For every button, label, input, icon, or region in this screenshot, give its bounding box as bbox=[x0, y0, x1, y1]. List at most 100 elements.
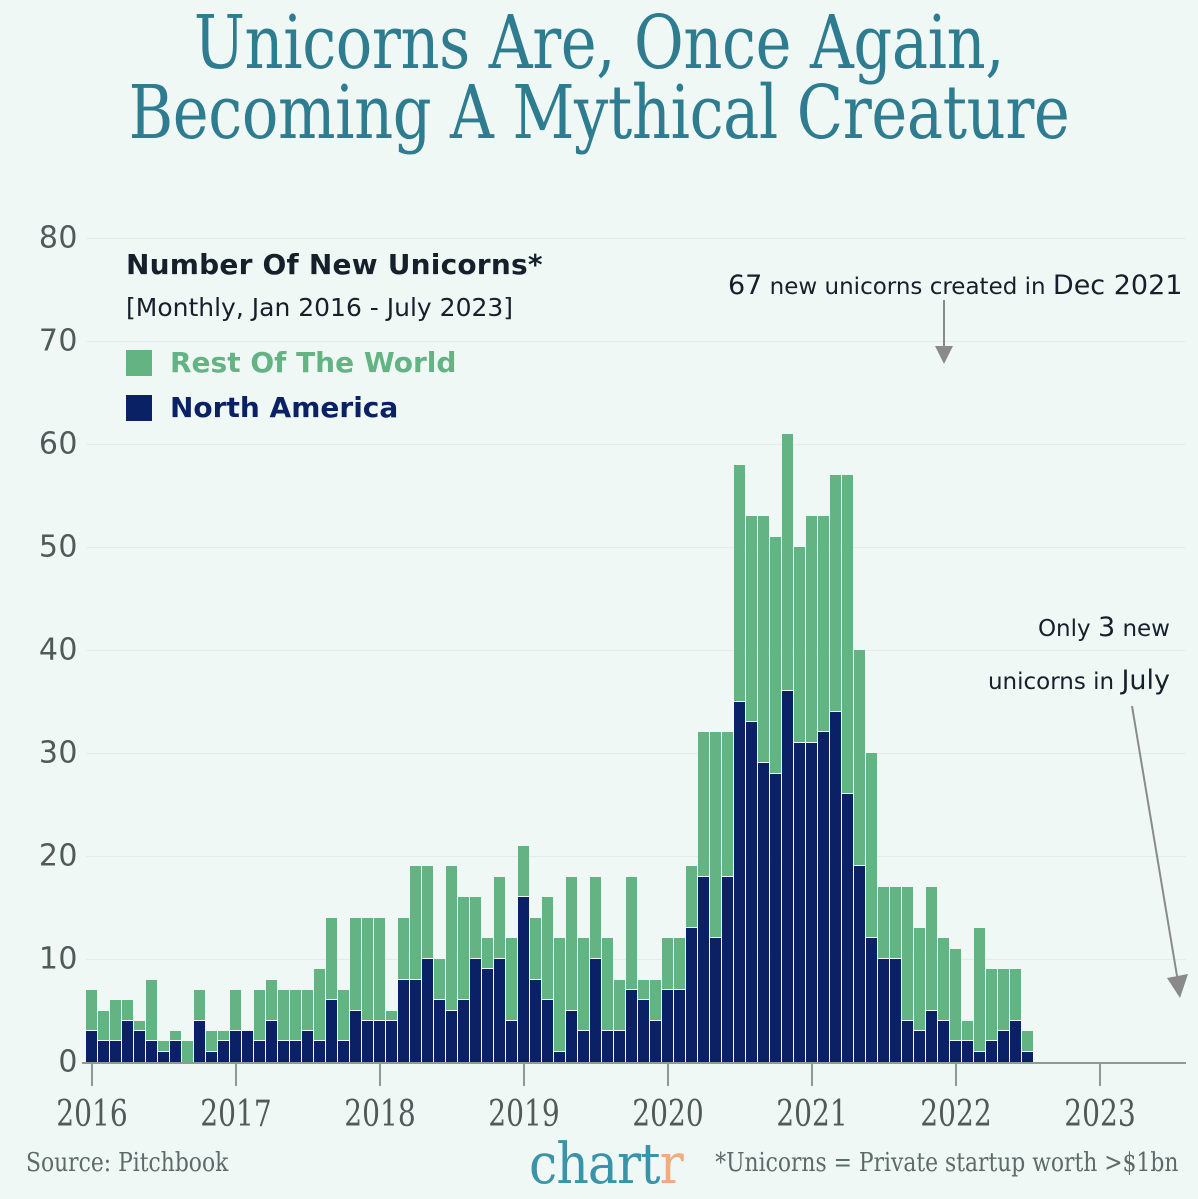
bar[interactable] bbox=[938, 938, 949, 1062]
gridline bbox=[86, 856, 1186, 857]
legend-item-rest-of-world[interactable]: Rest Of The World bbox=[126, 346, 543, 379]
bar[interactable] bbox=[326, 917, 337, 1062]
bar-segment-rest-of-world bbox=[674, 938, 685, 990]
chartr-logo: chartr bbox=[529, 1132, 684, 1197]
bar[interactable] bbox=[266, 979, 277, 1062]
bar[interactable] bbox=[458, 897, 469, 1062]
bar[interactable] bbox=[410, 866, 421, 1062]
bar-segment-north-america bbox=[902, 1020, 913, 1062]
bar[interactable] bbox=[890, 886, 901, 1062]
bar[interactable] bbox=[170, 1031, 181, 1062]
bar[interactable] bbox=[470, 897, 481, 1062]
bar[interactable] bbox=[590, 876, 601, 1062]
bar[interactable] bbox=[398, 917, 409, 1062]
bar[interactable] bbox=[734, 464, 745, 1062]
legend-item-north-america[interactable]: North America bbox=[126, 391, 543, 424]
bar-segment-north-america bbox=[602, 1031, 613, 1062]
bar-segment-rest-of-world bbox=[638, 979, 649, 1001]
bar[interactable] bbox=[806, 516, 817, 1062]
bar-segment-north-america bbox=[806, 742, 817, 1062]
bar[interactable] bbox=[86, 989, 97, 1062]
bar-segment-rest-of-world bbox=[902, 886, 913, 1021]
bar-segment-north-america bbox=[722, 876, 733, 1062]
bar[interactable] bbox=[242, 1031, 253, 1062]
bar[interactable] bbox=[782, 433, 793, 1062]
gridline bbox=[86, 444, 1186, 445]
bar[interactable] bbox=[338, 989, 349, 1062]
bar[interactable] bbox=[974, 928, 985, 1062]
bar[interactable] bbox=[578, 938, 589, 1062]
bar[interactable] bbox=[374, 917, 385, 1062]
bar[interactable] bbox=[866, 753, 877, 1062]
bar[interactable] bbox=[278, 989, 289, 1062]
bar[interactable] bbox=[950, 948, 961, 1062]
bar[interactable] bbox=[554, 938, 565, 1062]
bar[interactable] bbox=[962, 1020, 973, 1062]
bar[interactable] bbox=[494, 876, 505, 1062]
bar[interactable] bbox=[914, 928, 925, 1062]
bar[interactable] bbox=[182, 1041, 193, 1062]
bar[interactable] bbox=[446, 866, 457, 1062]
bar-segment-rest-of-world bbox=[782, 433, 793, 692]
bar[interactable] bbox=[98, 1010, 109, 1062]
bar-segment-north-america bbox=[134, 1031, 145, 1062]
bar-segment-rest-of-world bbox=[722, 732, 733, 877]
bar[interactable] bbox=[626, 876, 637, 1062]
bar[interactable] bbox=[842, 474, 853, 1062]
bar[interactable] bbox=[830, 474, 841, 1062]
bar[interactable] bbox=[542, 897, 553, 1062]
bar[interactable] bbox=[482, 938, 493, 1062]
bar[interactable] bbox=[206, 1031, 217, 1062]
bar[interactable] bbox=[746, 516, 757, 1062]
bar[interactable] bbox=[422, 866, 433, 1062]
bar[interactable] bbox=[878, 886, 889, 1062]
bar[interactable] bbox=[506, 938, 517, 1062]
bar[interactable] bbox=[146, 979, 157, 1062]
bar[interactable] bbox=[110, 1000, 121, 1062]
bar-segment-rest-of-world bbox=[518, 845, 529, 898]
bar[interactable] bbox=[218, 1031, 229, 1062]
bar[interactable] bbox=[986, 969, 997, 1062]
bar[interactable] bbox=[1010, 969, 1021, 1062]
bar[interactable] bbox=[710, 732, 721, 1062]
logo-main: chart bbox=[529, 1132, 660, 1197]
bar[interactable] bbox=[290, 989, 301, 1062]
bar[interactable] bbox=[314, 969, 325, 1062]
bar[interactable] bbox=[686, 866, 697, 1062]
bar[interactable] bbox=[794, 547, 805, 1062]
bar[interactable] bbox=[350, 917, 361, 1062]
bar[interactable] bbox=[566, 876, 577, 1062]
bar-segment-rest-of-world bbox=[566, 876, 577, 1011]
bar[interactable] bbox=[530, 917, 541, 1062]
bar[interactable] bbox=[770, 536, 781, 1062]
bar[interactable] bbox=[698, 732, 709, 1062]
bar[interactable] bbox=[674, 938, 685, 1062]
bar[interactable] bbox=[194, 989, 205, 1062]
bar[interactable] bbox=[662, 938, 673, 1062]
bar[interactable] bbox=[1022, 1031, 1033, 1062]
bar[interactable] bbox=[854, 650, 865, 1062]
bar[interactable] bbox=[602, 938, 613, 1062]
bar[interactable] bbox=[230, 989, 241, 1062]
bar[interactable] bbox=[134, 1020, 145, 1062]
bar[interactable] bbox=[254, 989, 265, 1062]
bar[interactable] bbox=[122, 1000, 133, 1062]
bar[interactable] bbox=[434, 959, 445, 1062]
bar-segment-north-america bbox=[794, 742, 805, 1062]
bar[interactable] bbox=[758, 516, 769, 1062]
bar[interactable] bbox=[362, 917, 373, 1062]
bar[interactable] bbox=[386, 1010, 397, 1062]
bar[interactable] bbox=[902, 886, 913, 1062]
bar[interactable] bbox=[638, 979, 649, 1062]
bar[interactable] bbox=[614, 979, 625, 1062]
bar[interactable] bbox=[650, 979, 661, 1062]
bar[interactable] bbox=[518, 845, 529, 1062]
bar[interactable] bbox=[302, 989, 313, 1062]
bar-segment-rest-of-world bbox=[374, 917, 385, 1021]
bar[interactable] bbox=[998, 969, 1009, 1062]
bar[interactable] bbox=[158, 1041, 169, 1062]
bar[interactable] bbox=[818, 516, 829, 1062]
bar-segment-north-america bbox=[482, 969, 493, 1062]
bar[interactable] bbox=[722, 732, 733, 1062]
bar[interactable] bbox=[926, 886, 937, 1062]
